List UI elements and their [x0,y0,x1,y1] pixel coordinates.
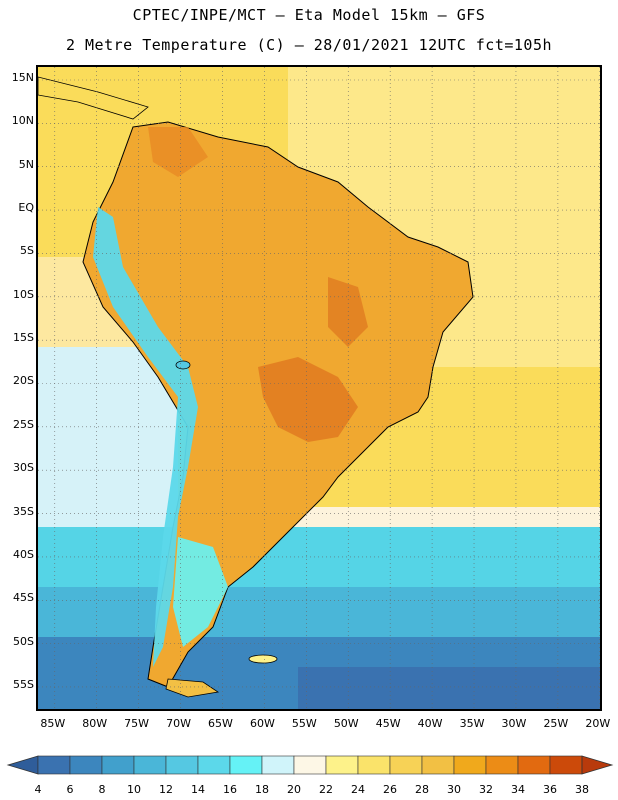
legend-tick-label: 4 [34,783,42,796]
lat-tick-label: 5S [20,244,34,258]
lon-tick-label: 75W [124,717,150,730]
legend-tick-label: 26 [383,783,397,796]
map-canvas [38,67,600,709]
legend-tick-label: 24 [351,783,365,796]
lat-tick-label: 5N [18,157,34,171]
hot-zone-north [148,127,208,177]
legend-tick-label: 38 [575,783,589,796]
andes-cold-strip [93,207,198,667]
legend-color-cell [517,755,551,775]
legend-color-cell [357,755,391,775]
legend-tick-label: 18 [255,783,269,796]
legend-tick-label: 30 [447,783,461,796]
legend-tick-label: 22 [319,783,333,796]
legend-color-cell [197,755,231,775]
lon-tick-label: 30W [501,717,527,730]
lat-tick-label: 15S [13,331,34,345]
legend-color-cell [549,755,583,775]
lon-tick-label: 70W [166,717,191,730]
caribbean-islands [38,76,149,120]
legend-tick-label: 12 [159,783,173,796]
legend-color-cell [165,755,199,775]
legend-tick-label: 6 [66,783,74,796]
color-legend [6,755,614,775]
temperature-map [36,65,602,711]
lon-tick-label: 25W [543,717,569,730]
lat-tick-label: 45S [13,591,34,605]
legend-tick-label: 20 [287,783,301,796]
lat-tick-label: 50S [13,634,34,648]
lat-tick-label: 55S [13,677,34,691]
map-subtitle: 2 Metre Temperature (C) – 28/01/2021 12U… [65,36,553,54]
lon-tick-label: 80W [82,717,108,730]
legend-arrow-low [6,755,39,775]
legend-tick-label: 32 [479,783,493,796]
legend-color-cell [485,755,519,775]
legend-color-cell [325,755,359,775]
legend-color-cell [421,755,455,775]
legend-color-cell [229,755,263,775]
lat-tick-label: 15N [11,71,34,84]
legend-tick-label: 34 [511,783,525,796]
legend-color-cell [133,755,167,775]
lon-tick-label: 35W [459,717,485,730]
legend-color-cell [453,755,487,775]
legend-color-cell [101,755,135,775]
legend-arrow-high [581,755,614,775]
lon-tick-label: 55W [291,717,317,730]
lat-tick-label: 30S [13,461,34,475]
lat-tick-label: 10N [11,114,34,128]
legend-tick-label: 16 [223,783,237,796]
lat-tick-label: 10S [13,287,34,301]
legend-color-cell [69,755,103,775]
legend-color-cell [389,755,423,775]
legend-tick-label: 14 [191,783,205,796]
lon-tick-label: 50W [333,717,359,730]
lat-tick-label: 20S [13,374,34,388]
lat-tick-label: 35S [13,504,34,518]
lake-titicaca [175,360,191,370]
legend-tick-label: 28 [415,783,429,796]
ocean-band-darkest [298,667,600,709]
lat-tick-label: 40S [13,547,34,561]
legend-color-cell [293,755,327,775]
legend-tick-label: 36 [543,783,557,796]
legend-color-cell [37,755,71,775]
lon-tick-label: 85W [40,717,66,730]
ocean-band-pacific-light [38,347,178,537]
lon-tick-label: 45W [375,717,401,730]
lon-tick-label: 65W [208,717,233,730]
legend-tick-label: 10 [127,783,141,796]
lon-tick-label: 40W [417,717,443,730]
legend-color-cell [261,755,295,775]
hot-zone-interior [258,357,358,442]
falkland-islands [248,654,278,664]
lon-tick-label: 60W [249,717,275,730]
lat-tick-label: EQ [18,201,34,215]
patagonia-cool [173,537,228,647]
lat-tick-label: 25S [13,417,34,431]
lon-tick-label: 20W [585,717,611,730]
map-title: CPTEC/INPE/MCT – Eta Model 15km – GFS [132,6,486,24]
legend-tick-label: 8 [98,783,106,796]
tierra-del-fuego [165,678,220,698]
